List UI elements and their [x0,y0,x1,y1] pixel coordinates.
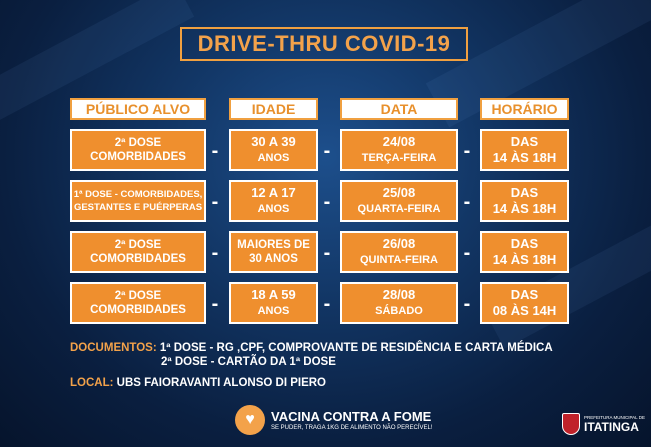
documentos-label: DOCUMENTOS: [70,342,157,354]
cell-data: 24/08 TERÇA-FEIRA [340,129,458,171]
cell-idade: 18 A 59 ANOS [229,282,318,324]
local-label: LOCAL: [70,377,114,389]
separator-dash: - [463,293,471,315]
separator-dash: - [463,140,471,162]
separator-dash: - [323,191,331,213]
separator-dash: - [211,191,219,213]
separator-dash: - [323,242,331,264]
header-data: DATA [340,98,458,120]
cell-data: 25/08 QUARTA-FEIRA [340,180,458,222]
campaign-title: VACINA CONTRA A FOME [271,409,432,424]
local-section: LOCAL: UBS FAIORAVANTI ALONSO DI PIERO [70,377,326,389]
cell-horario: DAS 14 ÀS 18H [480,231,569,273]
separator-dash: - [211,242,219,264]
city-name: ITATINGA [584,419,639,434]
header-idade: IDADE [229,98,318,120]
documentos-section: DOCUMENTOS: 1ª DOSE - RG ,CPF, COMPROVAN… [70,342,553,368]
cell-idade: 30 A 39 ANOS [229,129,318,171]
cell-horario: DAS 14 ÀS 18H [480,180,569,222]
cell-publico: 2ª DOSE COMORBIDADES [70,282,206,324]
separator-dash: - [211,293,219,315]
cell-data: 28/08 SÁBADO [340,282,458,324]
cell-idade: 12 A 17 ANOS [229,180,318,222]
cell-publico: 2ª DOSE COMORBIDADES [70,129,206,171]
local-value: UBS FAIORAVANTI ALONSO DI PIERO [116,377,326,389]
separator-dash: - [463,191,471,213]
hands-heart-icon: ♥ [235,405,265,435]
separator-dash: - [323,293,331,315]
cell-publico: 2ª DOSE COMORBIDADES [70,231,206,273]
city-crest-icon [562,413,580,435]
campaign-logo: ♥ VACINA CONTRA A FOME SE PUDER, TRAGA 1… [235,405,433,435]
documentos-line2: 2ª DOSE - CARTÃO DA 1ª DOSE [161,356,336,368]
poster-title: DRIVE-THRU COVID-19 [180,27,468,61]
campaign-subtitle: SE PUDER, TRAGA 1KG DE ALIMENTO NÃO PERE… [271,425,433,431]
cell-publico: 1ª DOSE - COMORBIDADES, GESTANTES E PUÉR… [70,180,206,222]
cell-data: 26/08 QUINTA-FEIRA [340,231,458,273]
prefeitura-logo: PREFEITURA MUNICIPAL DE ITATINGA [562,413,645,435]
documentos-line1: 1ª DOSE - RG ,CPF, COMPROVANTE DE RESIDÊ… [159,342,553,354]
header-horario: HORÁRIO [480,98,569,120]
prefeitura-label: PREFEITURA MUNICIPAL DE [584,414,646,420]
separator-dash: - [463,242,471,264]
header-publico-alvo: PÚBLICO ALVO [70,98,206,120]
cell-idade: MAIORES DE 30 ANOS [229,231,318,273]
cell-horario: DAS 08 ÀS 14H [480,282,569,324]
separator-dash: - [211,140,219,162]
cell-horario: DAS 14 ÀS 18H [480,129,569,171]
separator-dash: - [323,140,331,162]
